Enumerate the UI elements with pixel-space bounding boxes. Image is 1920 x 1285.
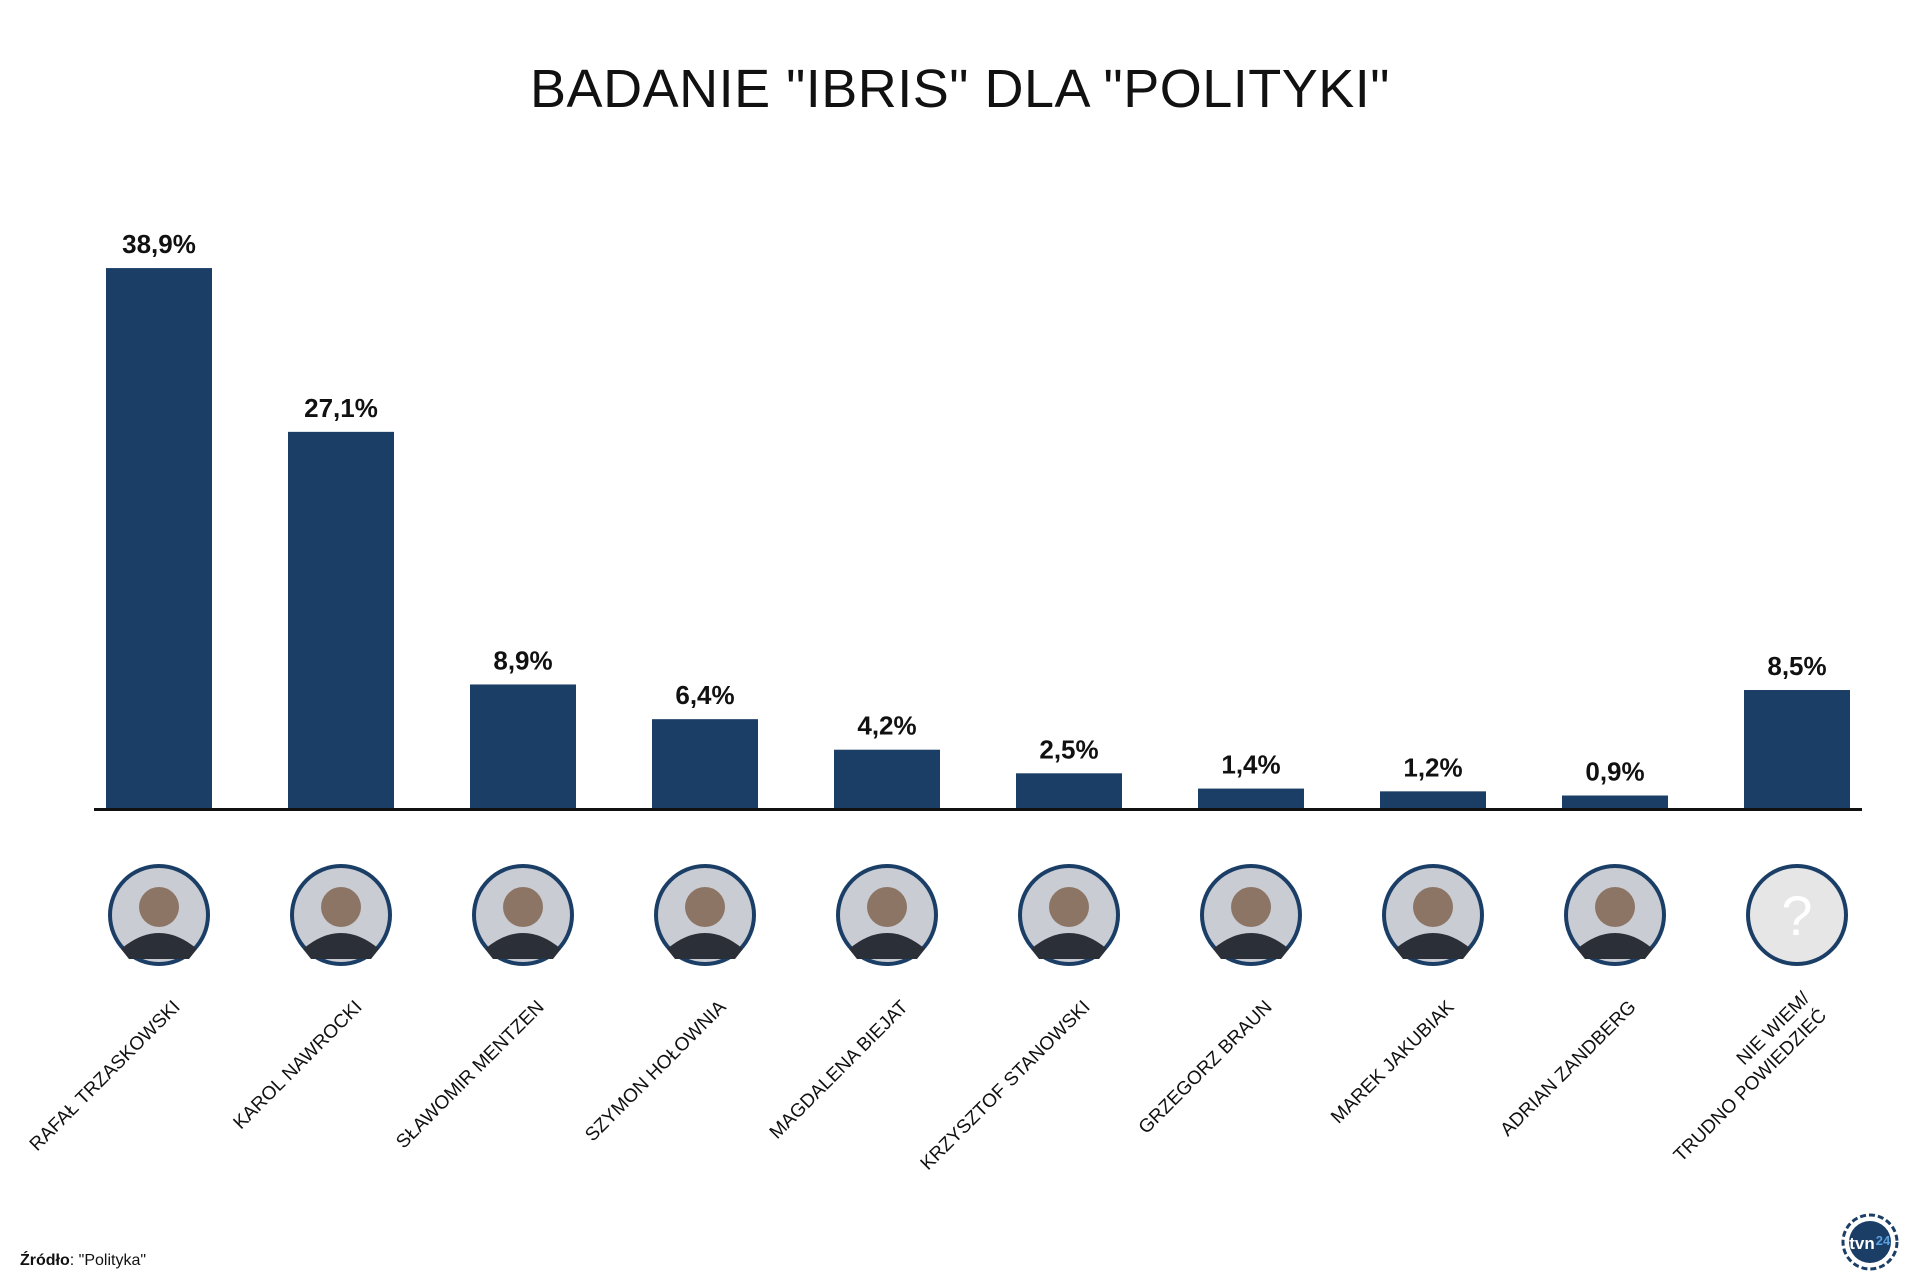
avatar-0 xyxy=(108,864,210,966)
avatar-8 xyxy=(1564,864,1666,966)
avatar-9: ? xyxy=(1746,864,1848,966)
tvn24-logo-icon: tvn 24 xyxy=(1841,1213,1899,1271)
category-label-0: RAFAŁ TRZASKOWSKI xyxy=(26,997,185,1156)
question-mark-icon: ? xyxy=(1781,884,1812,947)
category-label-7: MAREK JAKUBIAK xyxy=(1327,996,1459,1128)
avatar-3 xyxy=(654,864,756,966)
source-label: Źródło xyxy=(20,1252,70,1269)
bar-1 xyxy=(288,431,394,808)
avatar-4 xyxy=(836,864,938,966)
category-label-4: MAGDALENA BIEJAT xyxy=(766,996,913,1143)
portrait-icon xyxy=(303,887,379,959)
category-label-3: SZYMON HOŁOWNIA xyxy=(581,996,730,1145)
bar-4 xyxy=(834,749,940,808)
portrait-icon xyxy=(121,887,197,959)
bar-value-label-0: 38,9% xyxy=(122,229,196,259)
bar-value-label-7: 1,2% xyxy=(1403,752,1462,782)
bar-value-label-4: 4,2% xyxy=(857,711,916,741)
source-value: : "Polityka" xyxy=(69,1252,147,1269)
portrait-icon xyxy=(849,887,925,959)
bar-5 xyxy=(1016,773,1122,808)
bar-value-label-3: 6,4% xyxy=(675,680,734,710)
category-label-6: GRZEGORZ BRAUN xyxy=(1135,997,1277,1139)
category-label-5: KRZYSZTOF STANOWSKI xyxy=(917,997,1095,1175)
portrait-icon xyxy=(1395,887,1471,959)
portrait-icon xyxy=(1213,887,1289,959)
bar-value-label-1: 27,1% xyxy=(304,393,378,423)
category-labels-group: RAFAŁ TRZASKOWSKI KAROL NAWROCKI SŁAWOMIR … xyxy=(26,988,1832,1175)
avatar-6 xyxy=(1200,864,1302,966)
portrait-icon xyxy=(1031,887,1107,959)
bar-2 xyxy=(470,684,576,808)
bar-9 xyxy=(1744,690,1850,808)
portrait-icon xyxy=(667,887,743,959)
chart-title: BADANIE "IBRIS" DLA "POLITYKI" xyxy=(530,59,1390,119)
bar-7 xyxy=(1380,791,1486,808)
category-label-9: NIE WIEM/TRUDNO POWIEDZIEĆ xyxy=(1653,988,1832,1167)
bar-6 xyxy=(1198,788,1304,808)
bars-group xyxy=(106,268,1850,808)
logo-suffix: 24 xyxy=(1876,1233,1891,1248)
source-note: Źródło: "Polityka" xyxy=(20,1252,146,1270)
bar-value-label-2: 8,9% xyxy=(493,645,552,675)
logo-text: tvn xyxy=(1849,1234,1875,1253)
category-label-8: ADRIAN ZANDBERG xyxy=(1497,997,1641,1141)
portrait-icon xyxy=(1577,887,1653,959)
avatar-1 xyxy=(290,864,392,966)
portrait-icon xyxy=(485,887,561,959)
value-labels-group: 38,9% 27,1% 8,9% 6,4% 4,2% 2,5% 1,4% 1,2% 0,9% 8,… xyxy=(122,229,1827,786)
bar-0 xyxy=(106,268,212,808)
category-label-2: SŁAWOMIR MENTZEN xyxy=(392,997,548,1153)
avatar-5 xyxy=(1018,864,1120,966)
avatars-group: ? xyxy=(108,864,1848,966)
bar-value-label-6: 1,4% xyxy=(1221,750,1280,780)
bar-value-label-5: 2,5% xyxy=(1039,734,1098,764)
avatar-2 xyxy=(472,864,574,966)
bar-value-label-8: 0,9% xyxy=(1585,757,1644,787)
avatar-7 xyxy=(1382,864,1484,966)
bar-3 xyxy=(652,719,758,808)
bar-8 xyxy=(1562,795,1668,808)
category-label-1: KAROL NAWROCKI xyxy=(230,997,367,1134)
bar-value-label-9: 8,5% xyxy=(1767,651,1826,681)
